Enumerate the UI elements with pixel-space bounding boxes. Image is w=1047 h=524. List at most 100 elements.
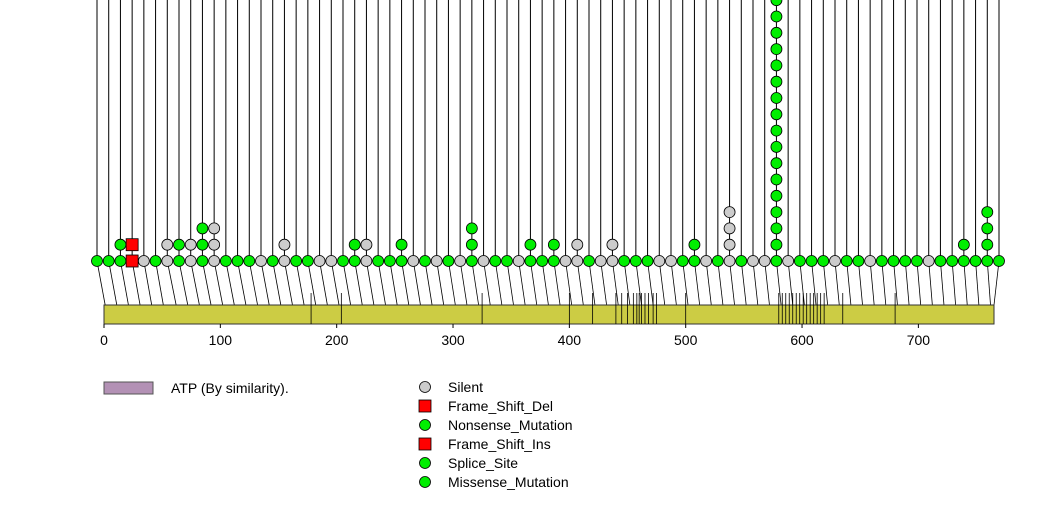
mutation-marker-square: [125, 254, 139, 268]
connector-line: [448, 260, 456, 306]
x-tick-label: 700: [907, 332, 931, 348]
mutation-marker-circle: [465, 255, 478, 267]
legend-marker-square: [418, 437, 432, 451]
mutation-marker-circle: [981, 255, 994, 267]
connector-line: [342, 260, 352, 306]
mutation-marker-circle: [770, 108, 783, 121]
mutation-marker-circle: [430, 255, 443, 267]
x-axis: 0 100 200 300 400 500 600 700: [100, 324, 930, 348]
mutation-marker-circle: [723, 206, 736, 219]
mutation-marker-circle: [711, 255, 724, 267]
connector-line: [975, 260, 980, 306]
connector-line: [213, 260, 224, 306]
mutation-marker-circle: [442, 255, 455, 267]
mutation-marker-circle: [922, 255, 935, 267]
connector-line: [635, 260, 642, 306]
mutation-marker-circle: [864, 255, 877, 267]
mutation-marker-circle: [957, 255, 970, 267]
mutation-marker-circle: [395, 255, 408, 267]
mutation-marker-circle: [161, 255, 174, 267]
mutation-marker-circle: [348, 238, 361, 251]
connector-line: [530, 260, 538, 306]
connector-line: [670, 260, 677, 306]
mutation-marker-circle: [536, 255, 549, 267]
connector-line: [307, 260, 317, 306]
connector-line: [940, 260, 945, 306]
mutation-marker-circle: [735, 255, 748, 267]
mutation-marker-circle: [173, 255, 185, 267]
mutation-marker-circle: [829, 255, 841, 267]
mutation-marker-circle: [313, 255, 326, 267]
mutation-marker-circle: [875, 255, 888, 267]
mutation-marker-circle: [653, 255, 666, 267]
mutation-marker-circle: [770, 59, 783, 72]
legend-domain-swatch: [103, 381, 154, 395]
connector-line: [811, 260, 817, 306]
mutation-marker-circle: [969, 255, 982, 267]
mutation-marker-circle: [512, 255, 525, 267]
mutation-marker-circle: [114, 238, 127, 251]
mutation-marker-circle: [770, 238, 783, 251]
mutation-marker-circle: [817, 255, 830, 267]
connector-line: [799, 260, 805, 306]
connector-line: [834, 260, 840, 306]
mutation-marker-circle: [641, 255, 654, 267]
connector-line: [600, 260, 607, 306]
connector-line: [928, 260, 933, 306]
x-tick-label: 0: [100, 332, 108, 348]
connector-line: [319, 260, 328, 306]
legend-domain-label: ATP (By similarity).: [171, 380, 289, 396]
mutation-marker-circle: [782, 255, 795, 267]
mutation-marker-circle: [266, 255, 279, 267]
connector-line: [225, 260, 235, 306]
connector-line: [986, 260, 991, 306]
mutation-marker-circle: [700, 255, 713, 267]
connector-line: [471, 260, 480, 306]
connector-line: [822, 260, 829, 306]
mutation-marker-circle: [196, 222, 209, 235]
mutation-marker-circle: [770, 92, 783, 104]
mutation-marker-circle: [665, 255, 677, 267]
mutation-marker-square: [125, 238, 139, 252]
mutation-marker-circle: [770, 157, 783, 170]
connector-line: [412, 260, 421, 306]
connector-line: [752, 260, 759, 306]
x-tick-label: 500: [674, 332, 698, 348]
connector-line: [869, 260, 875, 306]
connector-line: [155, 260, 164, 306]
connector-line: [284, 260, 293, 306]
mutation-marker-circle: [571, 255, 584, 267]
mutation-marker-circle: [770, 0, 783, 7]
connector-line: [588, 260, 596, 306]
mutation-marker-circle: [348, 255, 361, 267]
mutation-marker-circle: [770, 10, 783, 23]
connector-line: [120, 260, 129, 306]
mutation-marker-circle: [676, 255, 689, 267]
connector-line: [694, 260, 701, 306]
domain-bar: [103, 304, 995, 325]
connector-line: [131, 260, 141, 306]
connector-line: [893, 260, 898, 306]
connector-line: [377, 260, 386, 306]
mutation-marker-circle: [149, 255, 162, 267]
mutation-marker-circle: [747, 255, 759, 267]
mutation-marker-circle: [372, 255, 385, 267]
mutation-marker-circle: [805, 255, 818, 267]
connector-line: [881, 260, 887, 306]
connector-line: [565, 260, 573, 306]
mutation-marker-circle: [606, 255, 619, 267]
connector-line: [916, 260, 922, 306]
connector-line: [295, 260, 305, 306]
mutation-marker-circle: [547, 255, 560, 267]
mutation-marker-circle: [290, 255, 303, 267]
connector-line: [494, 260, 503, 306]
mutation-marker-circle: [770, 124, 783, 137]
connector-line: [272, 260, 282, 306]
connector-line: [330, 260, 340, 306]
mutation-marker-circle: [407, 255, 420, 267]
mutation-marker-circle: [501, 255, 513, 267]
connector-line: [96, 260, 106, 306]
mutation-marker-circle: [173, 238, 185, 251]
connector-line: [248, 260, 258, 306]
